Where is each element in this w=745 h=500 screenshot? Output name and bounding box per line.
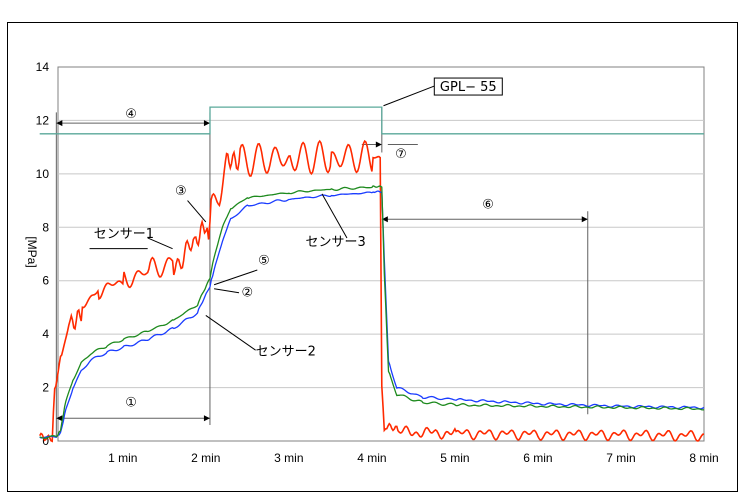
x-tick-label: 8 min bbox=[689, 451, 718, 465]
series-label: センサー1 bbox=[94, 227, 154, 242]
x-tick-label: 5 min bbox=[440, 451, 469, 465]
leader-line bbox=[213, 269, 258, 286]
annotation-marker: ⑤ bbox=[258, 254, 270, 269]
leader-line bbox=[321, 193, 348, 239]
series-line-2 bbox=[39, 190, 705, 439]
arrow-head bbox=[203, 120, 210, 127]
y-axis-label: [MPa] bbox=[25, 236, 39, 267]
x-tick-label: 7 min bbox=[606, 451, 635, 465]
series-labels: センサー1 センサー2 センサー3 GPL− 55 bbox=[89, 77, 503, 360]
y-tick-label: 14 bbox=[36, 60, 50, 74]
arrow-head bbox=[581, 216, 588, 223]
series-line-1 bbox=[39, 139, 705, 443]
leader-line bbox=[205, 315, 256, 351]
x-tick-label: 3 min bbox=[274, 451, 303, 465]
x-tick-label: 6 min bbox=[523, 451, 552, 465]
annotation-markers: ① ② ③ ④ ⑤ ⑥ ⑦ bbox=[125, 107, 494, 411]
y-tick-label: 4 bbox=[42, 327, 49, 341]
arrow-head bbox=[56, 415, 63, 422]
series-lines bbox=[39, 106, 705, 443]
leader-line bbox=[187, 200, 207, 223]
annotation-marker: ③ bbox=[175, 184, 187, 199]
y-tick-label: 2 bbox=[42, 381, 49, 395]
annotation-marker: ⑦ bbox=[395, 147, 407, 162]
y-tick-label: 12 bbox=[36, 113, 50, 127]
series-label: GPL− 55 bbox=[440, 80, 497, 95]
y-tick-label: 8 bbox=[42, 220, 49, 234]
y-tick-label: 0 bbox=[42, 434, 49, 448]
x-tick-label: 2 min bbox=[191, 451, 220, 465]
series-label: センサー2 bbox=[256, 345, 316, 360]
x-tick-label: 1 min bbox=[108, 451, 137, 465]
annotation-marker: ② bbox=[241, 286, 253, 301]
series-line-3 bbox=[39, 185, 705, 439]
arrow-head bbox=[375, 141, 382, 148]
series-label: センサー3 bbox=[305, 235, 365, 250]
arrow-head bbox=[381, 216, 388, 223]
annotation-marker: ① bbox=[125, 395, 137, 410]
annotation-marker: ④ bbox=[125, 107, 137, 122]
annotation-marker: ⑥ bbox=[482, 198, 494, 213]
x-tick-label: 4 min bbox=[357, 451, 386, 465]
leader-line bbox=[383, 85, 435, 107]
leader-line bbox=[147, 237, 173, 250]
series-line-4 bbox=[39, 106, 704, 135]
y-tick-label: 10 bbox=[36, 167, 50, 181]
y-tick-label: 6 bbox=[42, 274, 49, 288]
leader-line bbox=[214, 288, 240, 294]
arrow-head bbox=[56, 120, 63, 127]
x-tick-labels: 1 min 2 min 3 min 4 min 5 min 6 min 7 min 8 min bbox=[108, 451, 719, 465]
arrow-head bbox=[203, 415, 210, 422]
annotation-guides bbox=[55, 107, 589, 436]
y-tick-labels: 0 2 4 6 8 10 12 14 bbox=[36, 60, 50, 448]
